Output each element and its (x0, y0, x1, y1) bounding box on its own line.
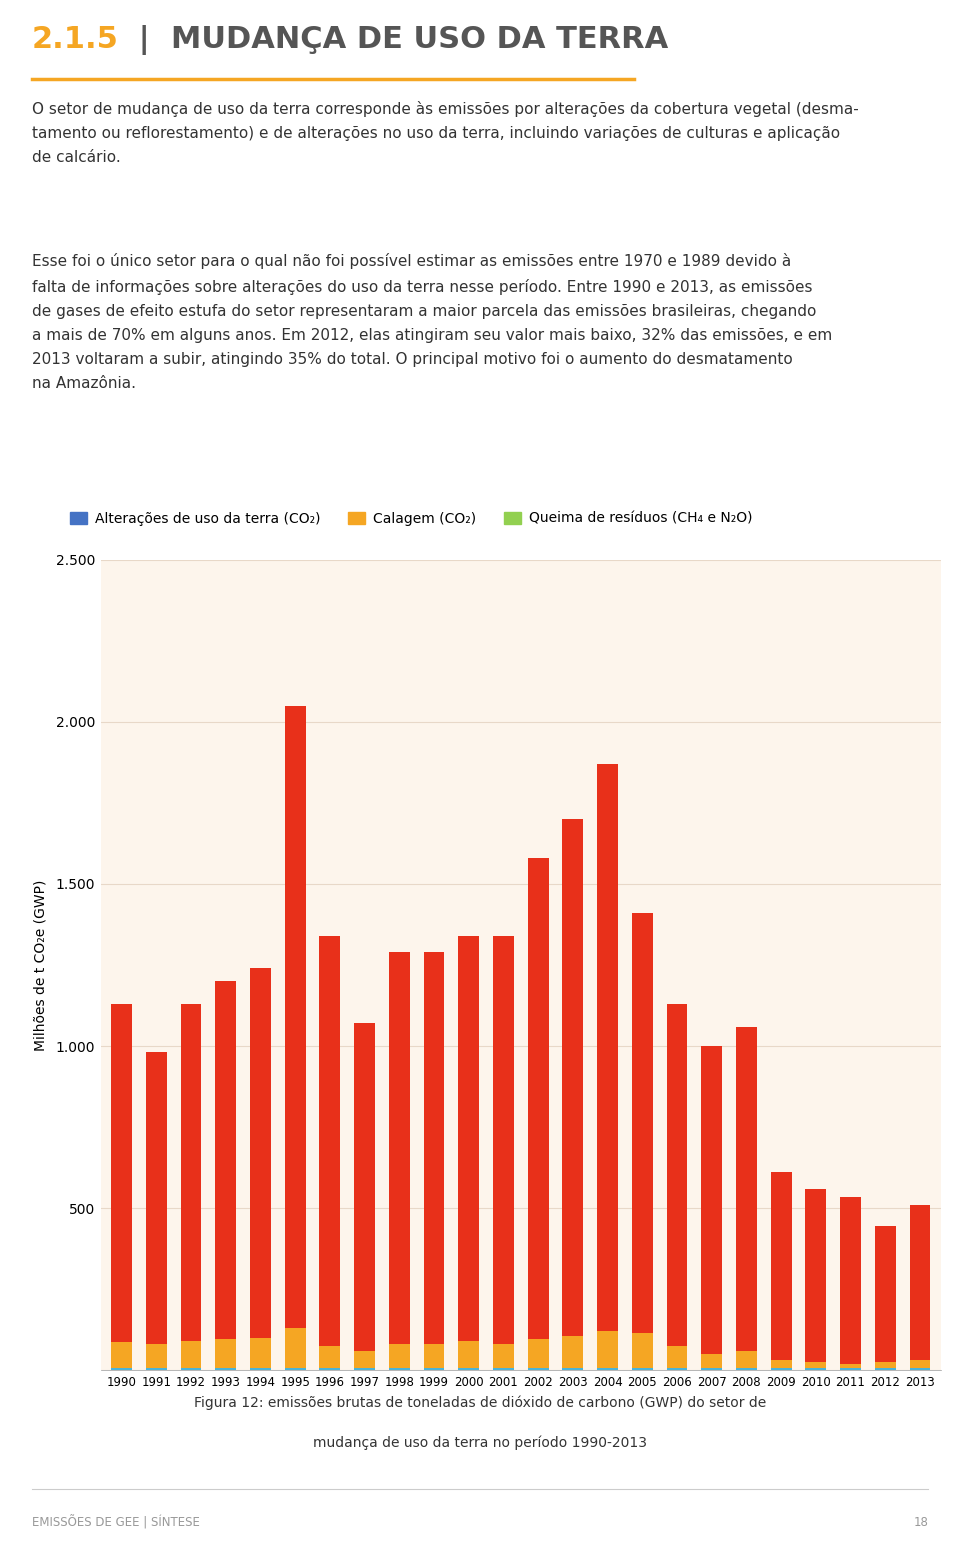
Bar (389, 1344, 410, 1370)
Bar (320, 1346, 340, 1370)
Bar (389, 951, 410, 1370)
Bar (493, 1344, 514, 1370)
Bar (215, 981, 236, 1370)
Bar (285, 1369, 305, 1370)
Text: Figura 12: emissões brutas de toneladas de dióxido de carbono (GWP) do setor de: Figura 12: emissões brutas de toneladas … (194, 1395, 766, 1409)
Bar (528, 1369, 548, 1370)
Bar (597, 1332, 618, 1370)
Bar (840, 1369, 861, 1370)
Text: |  MUDANÇA DE USO DA TERRA: | MUDANÇA DE USO DA TERRA (128, 25, 668, 56)
Bar (215, 1339, 236, 1370)
Bar (702, 1369, 722, 1370)
Bar (805, 1369, 827, 1370)
Bar (146, 1344, 167, 1370)
Bar (111, 1342, 132, 1370)
Text: Esse foi o único setor para o qual não foi possível estimar as emissões entre 19: Esse foi o único setor para o qual não f… (32, 253, 832, 391)
Bar (805, 1189, 827, 1370)
Bar (805, 1363, 827, 1370)
Bar (702, 1353, 722, 1370)
Bar (528, 1339, 548, 1370)
Bar (250, 1338, 271, 1370)
Text: 18: 18 (914, 1516, 928, 1529)
Bar (563, 1369, 584, 1370)
Y-axis label: Milhões de t CO₂e (GWP): Milhões de t CO₂e (GWP) (34, 880, 47, 1051)
Bar (458, 1341, 479, 1370)
Bar (285, 1329, 305, 1370)
Text: EMISSÕES DE GEE | SÍNTESE: EMISSÕES DE GEE | SÍNTESE (32, 1515, 200, 1530)
Bar (771, 1369, 792, 1370)
Bar (285, 706, 305, 1370)
Bar (632, 1369, 653, 1370)
Bar (909, 1369, 930, 1370)
Bar (111, 1004, 132, 1370)
Bar (736, 1369, 756, 1370)
Bar (666, 1346, 687, 1370)
Bar (354, 1369, 375, 1370)
Text: O setor de mudança de uso da terra corresponde às emissões por alterações da cob: O setor de mudança de uso da terra corre… (32, 101, 858, 165)
Bar (909, 1360, 930, 1370)
Bar (493, 936, 514, 1370)
Bar (354, 1023, 375, 1370)
Bar (632, 913, 653, 1370)
Bar (528, 858, 548, 1370)
Bar (875, 1226, 896, 1370)
Bar (771, 1172, 792, 1370)
Bar (250, 1369, 271, 1370)
Bar (632, 1333, 653, 1370)
Bar (458, 1369, 479, 1370)
Bar (423, 1344, 444, 1370)
Text: 2.1.5: 2.1.5 (32, 25, 118, 54)
Bar (875, 1369, 896, 1370)
Bar (320, 1369, 340, 1370)
Bar (389, 1369, 410, 1370)
Bar (563, 819, 584, 1370)
Bar (736, 1026, 756, 1370)
Bar (320, 936, 340, 1370)
Bar (840, 1364, 861, 1370)
Bar (702, 1046, 722, 1370)
Bar (493, 1369, 514, 1370)
Bar (250, 968, 271, 1370)
Bar (771, 1360, 792, 1370)
Bar (423, 951, 444, 1370)
Bar (180, 1341, 202, 1370)
Bar (563, 1336, 584, 1370)
Bar (666, 1369, 687, 1370)
Bar (458, 936, 479, 1370)
Bar (354, 1350, 375, 1370)
Legend: Alterações de uso da terra (CO₂), Calagem (CO₂), Queima de resíduos (CH₄ e N₂O): Alterações de uso da terra (CO₂), Calage… (64, 506, 758, 531)
Bar (180, 1004, 202, 1370)
Bar (666, 1004, 687, 1370)
Bar (111, 1369, 132, 1370)
Bar (597, 1369, 618, 1370)
Bar (875, 1363, 896, 1370)
Bar (146, 1052, 167, 1370)
Bar (597, 764, 618, 1370)
Bar (146, 1369, 167, 1370)
Bar (215, 1369, 236, 1370)
Text: mudança de uso da terra no período 1990-2013: mudança de uso da terra no período 1990-… (313, 1436, 647, 1450)
Bar (423, 1369, 444, 1370)
Bar (909, 1204, 930, 1370)
Bar (840, 1197, 861, 1370)
Bar (736, 1350, 756, 1370)
Bar (180, 1369, 202, 1370)
